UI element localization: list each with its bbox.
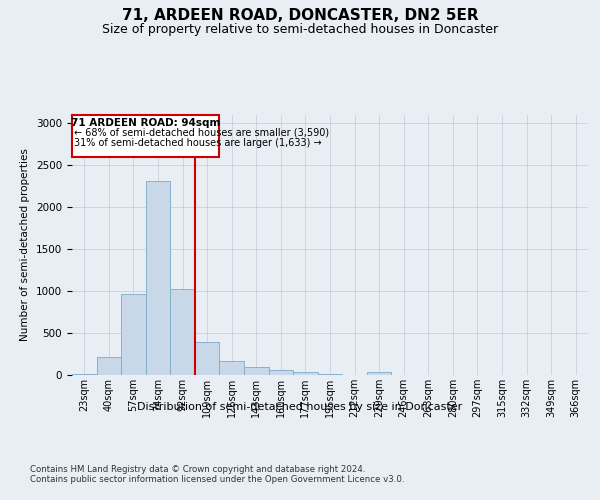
Bar (146, 182, 170, 375)
Bar (244, 368, 269, 375)
Bar (195, 342, 220, 375)
Bar (72, 374, 97, 375)
Text: Distribution of semi-detached houses by size in Doncaster: Distribution of semi-detached houses by … (137, 402, 463, 412)
Text: ← 68% of semi-detached houses are smaller (3,590): ← 68% of semi-detached houses are smalle… (74, 128, 329, 138)
Bar (170, 290, 195, 375)
Text: Size of property relative to semi-detached houses in Doncaster: Size of property relative to semi-detach… (102, 22, 498, 36)
Text: Contains HM Land Registry data © Crown copyright and database right 2024.: Contains HM Land Registry data © Crown c… (30, 465, 365, 474)
Bar (72, 115, 220, 157)
Text: Contains public sector information licensed under the Open Government Licence v3: Contains public sector information licen… (30, 475, 404, 484)
Y-axis label: Number of semi-detached properties: Number of semi-detached properties (20, 148, 31, 342)
Bar (220, 361, 244, 375)
Bar (367, 372, 391, 375)
Bar (318, 374, 342, 375)
Bar (121, 294, 146, 375)
Text: 31% of semi-detached houses are larger (1,633) →: 31% of semi-detached houses are larger (… (74, 138, 322, 148)
Bar (97, 358, 121, 375)
Text: 71 ARDEEN ROAD: 94sqm: 71 ARDEEN ROAD: 94sqm (71, 118, 220, 128)
Bar (293, 372, 318, 375)
Text: 71, ARDEEN ROAD, DONCASTER, DN2 5ER: 71, ARDEEN ROAD, DONCASTER, DN2 5ER (122, 8, 478, 22)
Bar (269, 370, 293, 375)
